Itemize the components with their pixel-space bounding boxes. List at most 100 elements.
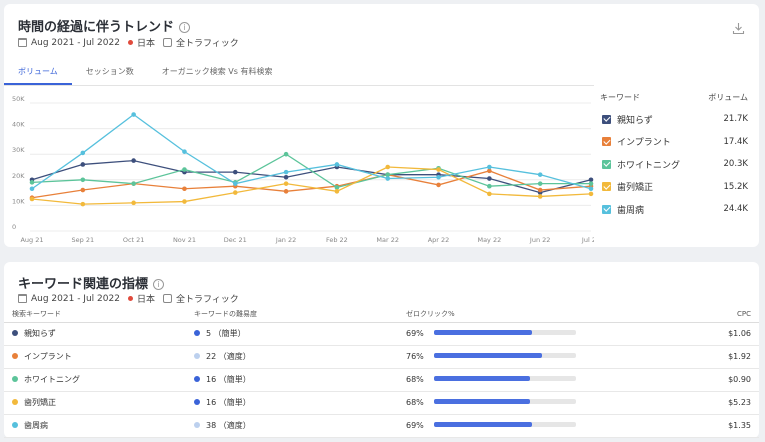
data-point[interactable] bbox=[80, 162, 86, 167]
data-point[interactable] bbox=[487, 168, 492, 174]
data-point[interactable] bbox=[80, 177, 86, 183]
y-tick-label: 10K bbox=[12, 197, 25, 205]
legend-item[interactable]: 歯列矯正 15.2K bbox=[594, 176, 754, 199]
metrics-card: キーワード関連の指標 i Aug 2021 - Jul 2022 日本 全トラフィ… bbox=[4, 262, 759, 438]
data-point[interactable] bbox=[29, 180, 35, 185]
data-point[interactable] bbox=[588, 186, 594, 192]
data-point[interactable] bbox=[334, 162, 340, 167]
data-point[interactable] bbox=[385, 176, 391, 181]
checkbox-icon[interactable] bbox=[602, 204, 611, 214]
table-row[interactable]: 歯周病 38 （適度） 69% $1.35 bbox=[4, 414, 759, 438]
legend-keyword: 親知らず bbox=[617, 115, 653, 126]
legend-volume: 21.7K bbox=[723, 114, 749, 125]
x-tick-label: Apr 22 bbox=[428, 236, 450, 244]
data-point[interactable] bbox=[131, 181, 136, 186]
keyword-text[interactable]: 歯周病 bbox=[24, 421, 48, 430]
data-point[interactable] bbox=[334, 185, 340, 190]
data-point[interactable] bbox=[131, 200, 136, 206]
data-point[interactable] bbox=[283, 189, 289, 194]
trend-traffic[interactable]: 全トラフィック bbox=[175, 39, 239, 49]
data-point[interactable] bbox=[182, 199, 187, 204]
table-row[interactable]: 歯列矯正 16 （簡単） 68% $5.23 bbox=[4, 391, 759, 415]
data-point[interactable] bbox=[232, 181, 238, 186]
cell-keyword: 歯列矯正 bbox=[4, 391, 186, 415]
data-point[interactable] bbox=[537, 172, 543, 177]
trend-country[interactable]: 日本 bbox=[136, 39, 155, 49]
legend-item[interactable]: 歯周病 24.4K bbox=[594, 198, 754, 221]
tab-volume[interactable]: ボリューム bbox=[4, 60, 72, 85]
checkbox-icon[interactable] bbox=[602, 159, 611, 169]
data-point[interactable] bbox=[487, 191, 492, 197]
difficulty-text: 16 （簡単） bbox=[206, 398, 251, 407]
japan-flag-icon bbox=[127, 296, 133, 301]
data-point[interactable] bbox=[29, 196, 35, 202]
data-point[interactable] bbox=[131, 158, 136, 163]
checkbox-icon[interactable] bbox=[602, 182, 611, 192]
data-point[interactable] bbox=[29, 186, 35, 192]
table-row[interactable]: ホワイトニング 16 （簡単） 68% $0.90 bbox=[4, 368, 759, 392]
metrics-title-text: キーワード関連の指標 bbox=[18, 277, 149, 292]
cell-keyword: ホワイトニング bbox=[4, 368, 186, 392]
download-icon[interactable] bbox=[732, 22, 745, 35]
checkbox-icon[interactable] bbox=[602, 114, 611, 124]
keyword-text[interactable]: インプラント bbox=[24, 352, 72, 361]
x-tick-label: Jun 22 bbox=[529, 236, 551, 244]
legend-keyword: 歯列矯正 bbox=[617, 183, 654, 194]
data-point[interactable] bbox=[487, 183, 492, 189]
zero-click-bar bbox=[433, 330, 576, 335]
data-point[interactable] bbox=[436, 167, 441, 172]
col-keyword: 検索キーワード bbox=[4, 306, 186, 323]
data-point[interactable] bbox=[385, 164, 391, 170]
legend-item[interactable]: ホワイトニング 20.3K bbox=[594, 153, 754, 176]
checkbox-icon[interactable] bbox=[602, 137, 611, 147]
metrics-title: キーワード関連の指標 i bbox=[18, 273, 165, 292]
data-point[interactable] bbox=[487, 176, 492, 181]
data-point[interactable] bbox=[283, 151, 289, 157]
data-point[interactable] bbox=[182, 186, 187, 192]
metrics-filters: Aug 2021 - Jul 2022 日本 全トラフィック bbox=[18, 292, 239, 305]
data-point[interactable] bbox=[182, 149, 187, 154]
metrics-date-range[interactable]: Aug 2021 - Jul 2022 bbox=[31, 293, 120, 304]
data-point[interactable] bbox=[436, 174, 441, 180]
data-point[interactable] bbox=[232, 190, 238, 195]
data-point[interactable] bbox=[182, 167, 187, 172]
info-icon[interactable]: i bbox=[153, 279, 165, 290]
data-point[interactable] bbox=[80, 187, 86, 193]
tab-sessions[interactable]: セッション数 bbox=[85, 67, 134, 76]
data-point[interactable] bbox=[334, 189, 340, 194]
data-point[interactable] bbox=[283, 174, 289, 180]
x-tick-label: Jul 22 bbox=[581, 236, 594, 244]
metrics-country[interactable]: 日本 bbox=[136, 295, 155, 305]
data-point[interactable] bbox=[537, 181, 543, 186]
legend-item[interactable]: 親知らず 21.7K bbox=[594, 108, 754, 131]
data-point[interactable] bbox=[588, 177, 594, 183]
zero-click-bar bbox=[433, 422, 576, 427]
zero-click-bar-fill bbox=[433, 330, 532, 335]
data-point[interactable] bbox=[283, 169, 289, 175]
data-point[interactable] bbox=[80, 150, 86, 156]
table-row[interactable]: インプラント 22 （適度） 76% $1.92 bbox=[4, 345, 759, 369]
data-point[interactable] bbox=[537, 194, 543, 199]
traffic-icon bbox=[162, 294, 172, 303]
keyword-text[interactable]: 親知らず bbox=[24, 329, 56, 338]
info-icon[interactable]: i bbox=[179, 22, 191, 33]
data-point[interactable] bbox=[588, 181, 594, 186]
keyword-text[interactable]: ホワイトニング bbox=[24, 375, 80, 384]
table-row[interactable]: 親知らず 5 （簡単） 69% $1.06 bbox=[4, 322, 759, 346]
cell-zero-click: 68% bbox=[398, 368, 648, 392]
legend-item[interactable]: インプラント 17.4K bbox=[594, 131, 754, 154]
data-point[interactable] bbox=[436, 182, 441, 188]
data-point[interactable] bbox=[131, 112, 136, 117]
data-point[interactable] bbox=[537, 187, 543, 193]
data-point[interactable] bbox=[80, 201, 86, 207]
calendar-icon bbox=[18, 294, 27, 303]
data-point[interactable] bbox=[487, 164, 492, 170]
data-point[interactable] bbox=[588, 191, 594, 197]
data-point[interactable] bbox=[232, 169, 238, 175]
data-point[interactable] bbox=[385, 172, 391, 177]
metrics-traffic[interactable]: 全トラフィック bbox=[175, 295, 239, 305]
keyword-text[interactable]: 歯列矯正 bbox=[24, 398, 56, 407]
tab-organic-vs-paid[interactable]: オーガニック検索 Vs 有料検索 bbox=[161, 67, 273, 76]
data-point[interactable] bbox=[283, 181, 289, 186]
trend-date-range[interactable]: Aug 2021 - Jul 2022 bbox=[31, 37, 120, 48]
